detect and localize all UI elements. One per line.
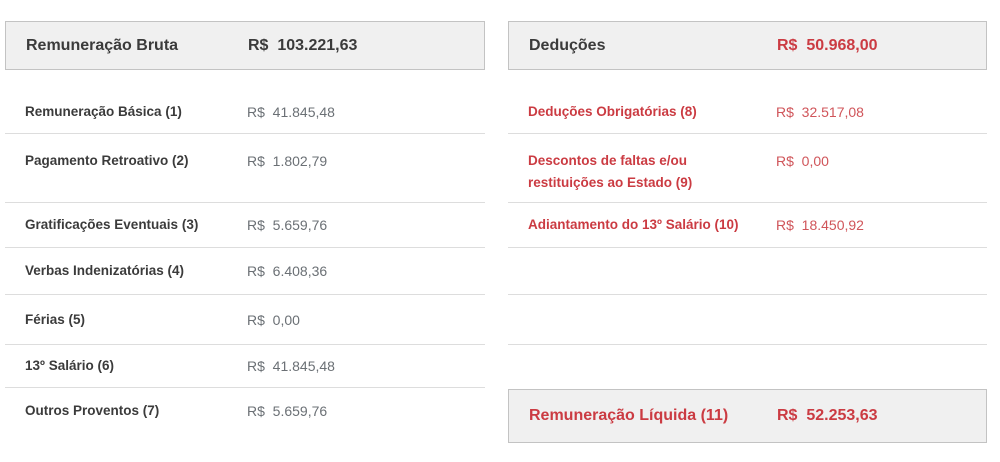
row-value: R$ 0,00 [247, 311, 300, 328]
net-remuneration-value: R$ 52.253,63 [777, 407, 878, 424]
net-remuneration-box: Remuneração Líquida (11) R$ 52.253,63 [508, 389, 987, 443]
row-value: R$ 32.517,08 [776, 103, 864, 120]
row-value: R$ 5.659,76 [247, 403, 328, 419]
row-value: R$ 41.845,48 [247, 103, 335, 120]
row-gratificacoes-eventuais: Gratificações Eventuais (3) R$ 5.659,76 [5, 203, 485, 248]
deductions-panel: Deduções R$ 50.968,00 Deduções Obrigatór… [508, 0, 987, 443]
deductions-total-box: Deduções R$ 50.968,00 [508, 21, 987, 70]
row-label: Outros Proventos (7) [25, 403, 160, 418]
row-label: 13º Salário (6) [25, 358, 114, 373]
row-label: Gratificações Eventuais (3) [25, 217, 199, 232]
row-label: Verbas Indenizatórias (4) [25, 263, 185, 278]
row-outros-proventos: Outros Proventos (7) R$ 5.659,76 [5, 388, 485, 434]
row-label: Descontos de faltas e/ou restituições ao… [528, 153, 693, 190]
deductions-total-label: Deduções [529, 36, 606, 54]
deductions-rows: Deduções Obrigatórias (8) R$ 32.517,08 D… [508, 90, 987, 388]
deductions-total-value: R$ 50.968,00 [777, 36, 878, 54]
row-empty [508, 248, 987, 295]
row-ferias: Férias (5) R$ 0,00 [5, 295, 485, 345]
gross-remuneration-panel: Remuneração Bruta R$ 103.221,63 Remunera… [5, 0, 485, 434]
row-label: Férias (5) [25, 311, 86, 327]
row-empty [508, 295, 987, 345]
row-label: Remuneração Básica (1) [25, 103, 182, 119]
net-remuneration-label: Remuneração Líquida (11) [529, 407, 729, 424]
row-empty [508, 345, 987, 388]
row-value: R$ 41.845,48 [247, 358, 335, 374]
row-value: R$ 1.802,79 [247, 153, 328, 169]
row-value: R$ 6.408,36 [247, 263, 328, 279]
row-value: R$ 5.659,76 [247, 217, 328, 233]
gross-total-box: Remuneração Bruta R$ 103.221,63 [5, 21, 485, 70]
row-verbas-indenizatorias: Verbas Indenizatórias (4) R$ 6.408,36 [5, 248, 485, 295]
row-value: R$ 18.450,92 [776, 217, 864, 233]
gross-rows: Remuneração Básica (1) R$ 41.845,48 Paga… [5, 90, 485, 434]
row-label: Pagamento Retroativo (2) [25, 153, 189, 168]
row-remuneracao-basica: Remuneração Básica (1) R$ 41.845,48 [5, 90, 485, 134]
row-deducoes-obrigatorias: Deduções Obrigatórias (8) R$ 32.517,08 [508, 90, 987, 134]
row-adiantamento-13-salario: Adiantamento do 13º Salário (10) R$ 18.4… [508, 203, 987, 248]
gross-total-value: R$ 103.221,63 [248, 36, 358, 54]
row-pagamento-retroativo: Pagamento Retroativo (2) R$ 1.802,79 [5, 134, 485, 203]
gross-total-label: Remuneração Bruta [26, 36, 179, 54]
row-label: Deduções Obrigatórias (8) [528, 103, 697, 119]
row-13-salario: 13º Salário (6) R$ 41.845,48 [5, 345, 485, 388]
row-descontos-faltas: Descontos de faltas e/ou restituições ao… [508, 134, 987, 203]
row-label: Adiantamento do 13º Salário (10) [528, 217, 739, 232]
row-value: R$ 0,00 [776, 153, 829, 169]
